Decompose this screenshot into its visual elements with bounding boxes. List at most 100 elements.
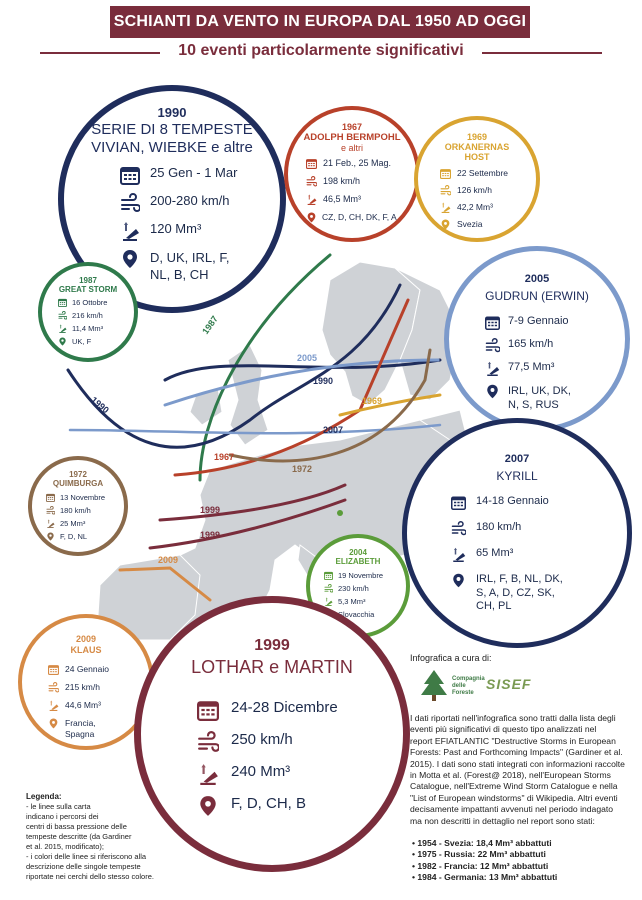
event-2007-countries-2: S, A, D, CZ, SK, [476,586,555,599]
fallen-tree-icon [49,700,59,711]
calendar-icon [440,169,451,179]
legend-line: et al. 2015, modificato); [26,842,104,851]
event-1987-countries: UK, F [72,337,92,346]
calendar-icon [306,159,317,169]
track-1972 [228,348,432,463]
event-1990-volume: 120 Mm³ [150,221,202,236]
track-1999a [158,483,347,522]
event-1987-year: 1987 [79,276,97,285]
event-1969-date: 22 Settembre [457,168,509,178]
track-1990 [66,283,402,449]
legend-line: indicano i percorsi dei [26,812,99,821]
event-1967-card: 1967 ADOLPH BERMPOHL e altri 21 Feb., 25… [284,106,420,242]
fallen-tree-icon [487,361,500,376]
event-2009-date: 24 Gennaio [65,664,109,674]
map-label-2009: 2009 [158,555,179,565]
wind-icon [46,506,55,515]
legend-title: Legenda: [26,792,62,801]
fallen-tree-icon [59,324,67,333]
event-1967-title: ADOLPH BERMPOHL [303,132,401,143]
credits-label: Infografica a cura di: [410,653,492,663]
event-2004-volume: 5,3 Mm³ [338,597,366,606]
event-2009-countries-2: Spagna [65,729,95,739]
track-1969 [338,393,442,417]
track-2009 [118,566,212,602]
event-2007-title: KYRILL [496,469,538,483]
event-2004-title: ELIZABETH [335,557,381,566]
event-1967-date: 21 Feb., 25 Mag. [323,158,392,168]
event-1967-subtitle: e altri [340,143,363,153]
page-title: SCHIANTI DA VENTO IN EUROPA DAL 1950 AD … [110,6,530,38]
map-pin-icon [123,250,137,268]
other-event-item: • 1982 - Francia: 12 Mm³ abbattuti [412,860,549,871]
event-1969-title: ORKANERNAS [444,142,510,152]
event-1999-title: LOTHAR e MARTIN [191,657,353,677]
event-1967-speed: 198 km/h [323,176,361,186]
event-1987-title: GREAT STORM [58,285,118,294]
track-1967 [173,298,410,477]
other-event-item: • 1984 - Germania: 13 Mm³ abbattuti [412,872,558,883]
map-label-2007: 2007 [323,425,344,435]
event-1972-title: QUIMBURGA [52,479,104,488]
body-line: Forests: Past and Forthcoming Impacts" (… [410,747,623,758]
event-1972-countries: F, D, NL [60,532,88,541]
event-1969-year: 1969 [466,132,488,142]
map-label-1967: 1967 [214,452,235,462]
event-2007-speed: 180 km/h [476,521,522,533]
calendar-icon [324,571,333,580]
event-2005-volume: 77,5 Mm³ [508,361,555,373]
event-1987-card: 1987 GREAT STORM 16 Ottobre 216 km/h 11,… [38,262,138,362]
event-2009-year: 2009 [75,634,97,644]
fallen-tree-icon [441,202,451,213]
event-1987-speed: 216 km/h [72,311,103,320]
legend: Legenda: - le linee sulla carta indicano… [26,792,186,882]
event-1999-speed: 250 km/h [231,731,293,748]
event-1987-date: 16 Ottobre [72,298,108,307]
event-1990-date: 25 Gen - 1 Mar [150,165,238,180]
wind-icon [324,584,333,593]
event-1969-volume: 42,2 Mm³ [457,202,493,212]
subtitle-rule-right [482,52,602,54]
track-1987 [198,253,332,482]
event-1967-year: 1967 [341,122,363,132]
event-1972-card: 1972 QUIMBURGA 13 Novembre 180 km/h 25 M… [28,456,128,556]
body-line: "List of European windstorms" di Wikiped… [410,792,618,803]
event-2007-countries-3: CH, PL [476,600,512,612]
event-2004-year: 2004 [349,548,367,557]
other-event-item: • 1975 - Russia: 22 Mm³ abbattuti [412,849,546,860]
event-2007-volume: 65 Mm³ [476,547,514,559]
event-1999-year: 1999 [254,637,290,654]
legend-line: tempeste descritte (da Gardiner [26,832,132,841]
body-line: in Motta et al. (Forest@ 2018), nell'Eur… [410,770,611,781]
map-pin-icon [441,219,450,230]
wind-icon [121,193,140,212]
track-1990b [163,358,442,382]
event-2005-title: GUDRUN (ERWIN) [485,289,589,303]
wind-icon [48,682,59,693]
track-2005 [163,358,440,407]
calendar-icon [58,298,67,307]
map-label-1990: 1990 [313,376,334,386]
event-2005-countries: IRL, UK, DK, [508,385,571,397]
map-pin-icon [307,212,316,223]
map-pin-icon [47,532,54,541]
sisef-logo: SISEF [486,676,532,692]
event-2005-countries-2: N, S, RUS [508,399,559,411]
event-1990-year: 1990 [157,105,187,120]
subtitle-rule-left [40,52,160,54]
event-1987-volume: 11,4 Mm³ [72,324,104,333]
legend-line: - le linee sulla carta [26,802,91,811]
calendar-icon [451,496,466,510]
map-label-1999-south: 1999 [200,530,221,540]
event-2004-speed: 230 km/h [338,584,369,593]
event-1972-date: 13 Novembre [60,493,106,502]
fallen-tree-icon [453,547,466,562]
event-2004-countries: Slovacchia [338,610,375,619]
map-pin-icon [453,573,464,588]
body-line: decisamente impattanti avvenuti nel peri… [410,804,614,815]
event-1969-countries: Svezia [457,219,483,229]
legend-line: - i colori delle linee si riferiscono al… [26,852,147,861]
event-1972-volume: 25 Mm³ [60,519,86,528]
event-2005-year: 2005 [524,273,550,285]
event-1967-countries: CZ, D, CH, DK, F, A [322,212,397,222]
